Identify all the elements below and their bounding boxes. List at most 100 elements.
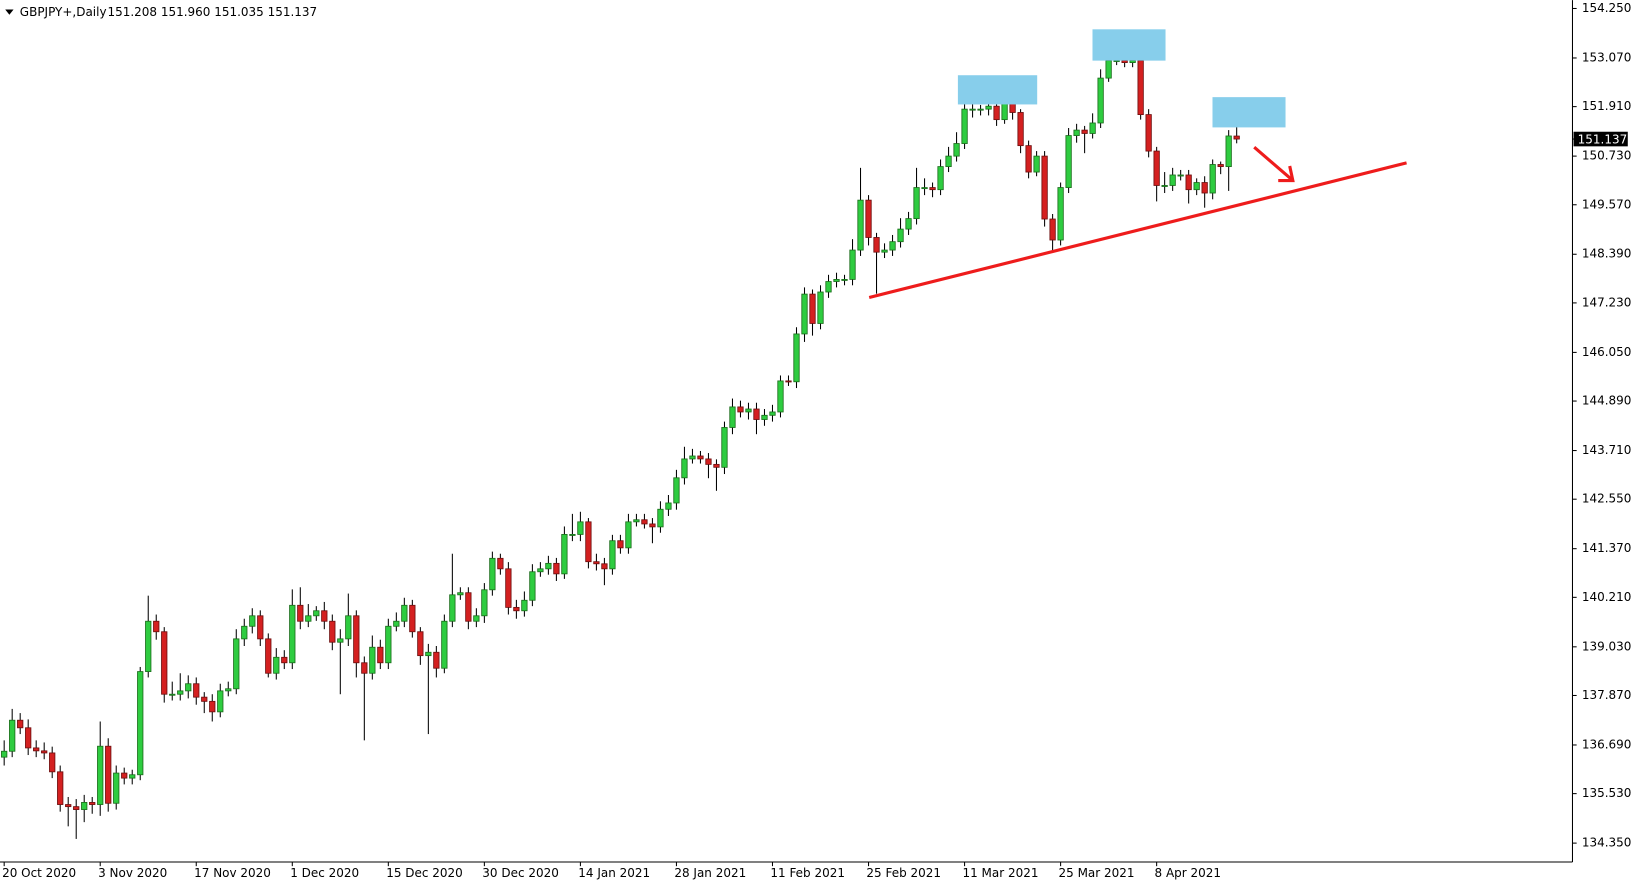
x-tick-label: 11 Feb 2021 — [770, 866, 845, 880]
candle-body — [1233, 135, 1240, 140]
candle-body — [473, 615, 480, 622]
candle-body — [753, 408, 760, 420]
candle-body — [585, 521, 592, 563]
candle-body — [185, 683, 192, 692]
candle-body — [577, 521, 584, 535]
candle-body — [1, 750, 8, 758]
candle-body — [793, 333, 800, 383]
candle-body — [873, 237, 880, 253]
candle-body — [9, 719, 16, 752]
candle-body — [393, 620, 400, 627]
candle-body — [593, 561, 600, 565]
y-tick-label: 151.910 — [1582, 99, 1632, 113]
candle-body — [297, 604, 304, 622]
candle-body — [281, 656, 288, 664]
candle-body — [1121, 60, 1128, 63]
candle-body — [833, 279, 840, 282]
candle-body — [777, 380, 784, 413]
candle-body — [129, 774, 136, 779]
candle-body — [801, 293, 808, 335]
candle-body — [513, 606, 520, 612]
candle-body — [17, 719, 24, 729]
x-tick-label: 11 Mar 2021 — [962, 866, 1038, 880]
candle-body — [401, 604, 408, 622]
candle-body — [425, 651, 432, 657]
candle-body — [713, 463, 720, 468]
candle-body — [97, 745, 104, 805]
candle-body — [441, 620, 448, 669]
candle-body — [697, 455, 704, 460]
candle-body — [497, 557, 504, 570]
y-tick-label: 154.250 — [1582, 1, 1632, 15]
candle-body — [961, 108, 968, 144]
candle-body — [73, 806, 80, 810]
y-tick-label: 144.890 — [1582, 394, 1632, 408]
y-tick-label: 143.710 — [1582, 443, 1632, 457]
candle-body — [1185, 174, 1192, 191]
candle-body — [1217, 164, 1224, 168]
candle-body — [177, 690, 184, 695]
candle-body — [945, 155, 952, 168]
candle-body — [329, 620, 336, 643]
y-tick-label: 147.230 — [1582, 295, 1632, 309]
y-tick-label: 134.350 — [1582, 836, 1632, 850]
candle-body — [817, 291, 824, 324]
candle-body — [881, 249, 888, 253]
candle-body — [137, 671, 144, 776]
y-tick-label: 135.530 — [1582, 786, 1632, 800]
x-tick-label: 28 Jan 2021 — [674, 866, 746, 880]
candle-body — [345, 615, 352, 640]
candle-body — [1081, 129, 1088, 134]
candle-body — [953, 143, 960, 157]
candle-body — [721, 427, 728, 468]
candle-body — [1017, 112, 1024, 147]
arrow-shaft — [1253, 146, 1293, 181]
candle-body — [681, 458, 688, 479]
candle-body — [153, 620, 160, 633]
candle-body — [1161, 185, 1168, 187]
menu-triangle — [5, 9, 14, 15]
candle-body — [625, 521, 632, 549]
candle-body — [1201, 182, 1208, 194]
x-tick-label: 20 Oct 2020 — [2, 866, 76, 880]
candle-body — [1193, 182, 1200, 191]
candle-body — [761, 414, 768, 420]
candle-body — [537, 568, 544, 573]
highlight-box — [957, 75, 1038, 105]
candle-body — [905, 218, 912, 230]
candle-body — [193, 683, 200, 698]
candle-body — [617, 540, 624, 549]
candle-body — [1097, 77, 1104, 124]
candle-body — [809, 293, 816, 324]
ohlc-text: 151.208 151.960 151.035 151.137 — [107, 5, 317, 19]
candle-body — [1065, 135, 1072, 188]
x-tick-label: 30 Dec 2020 — [482, 866, 559, 880]
candle-body — [161, 631, 168, 695]
x-tick-label: 8 Apr 2021 — [1155, 866, 1221, 880]
candle-body — [1225, 135, 1232, 168]
candle-body — [201, 696, 208, 702]
candle-body — [889, 241, 896, 251]
candle-body — [529, 571, 536, 601]
highlight-box — [1212, 97, 1286, 128]
symbol-title: GBPJPY+,Daily — [20, 5, 107, 19]
candle-body — [689, 455, 696, 460]
candle-body — [609, 540, 616, 570]
candle-body — [1001, 101, 1008, 121]
candle-body — [25, 727, 32, 749]
candle-body — [1145, 114, 1152, 152]
candle-body — [913, 187, 920, 220]
x-tick-label: 25 Mar 2021 — [1059, 866, 1135, 880]
candle-body — [457, 592, 464, 596]
candle-body — [257, 615, 264, 640]
candle-body — [489, 557, 496, 591]
x-tick-label: 25 Feb 2021 — [866, 866, 941, 880]
candle-body — [1105, 60, 1112, 79]
x-tick-label: 1 Dec 2020 — [290, 866, 359, 880]
candle-body — [361, 662, 368, 674]
candle-body — [729, 406, 736, 428]
candle-body — [665, 502, 672, 510]
candle-body — [241, 625, 248, 640]
